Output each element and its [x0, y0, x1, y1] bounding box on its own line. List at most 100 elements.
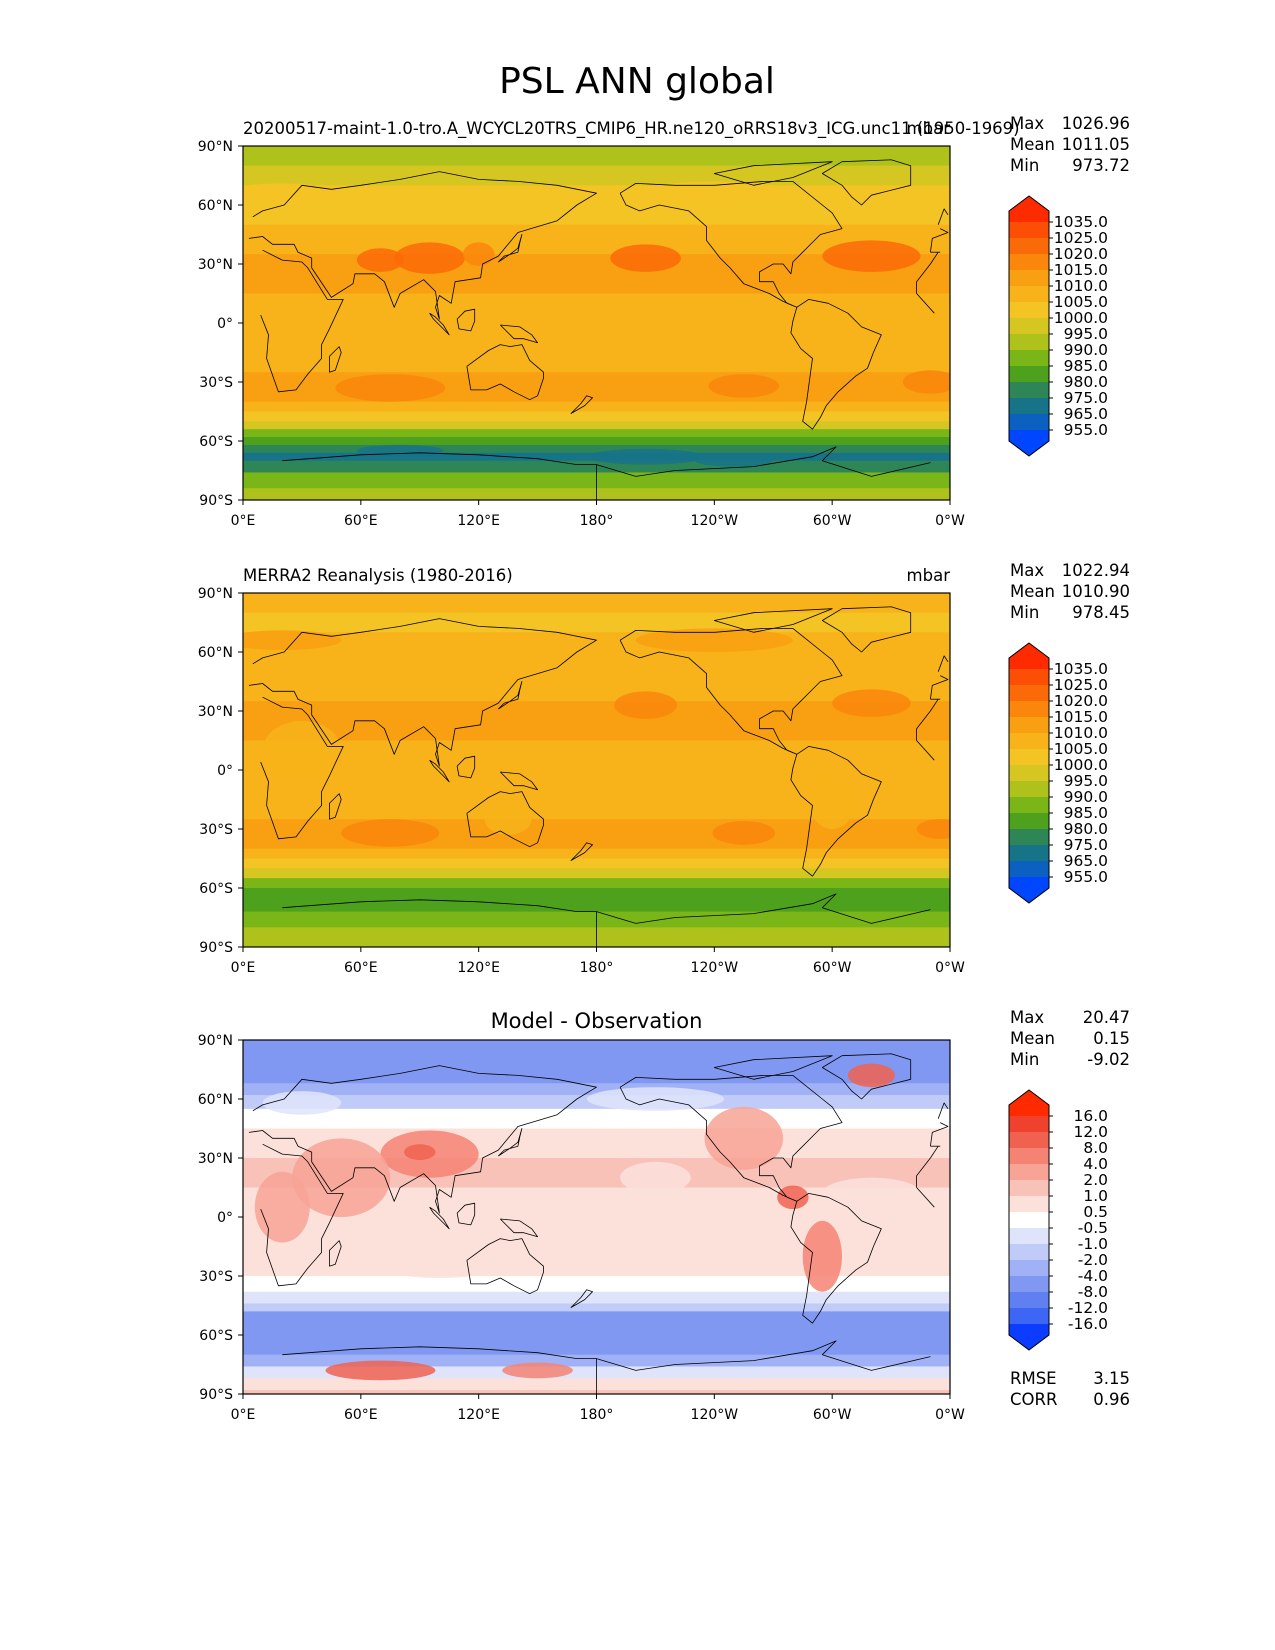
field-feature: [635, 628, 793, 652]
colorbar-label: -16.0: [1068, 1315, 1108, 1333]
coastline: [466, 1238, 544, 1295]
field-feature: [254, 1171, 310, 1243]
colorbar-segment: [1009, 270, 1049, 287]
colorbar-segment: [1009, 1244, 1049, 1261]
field-feature: [902, 370, 950, 394]
coastline: [498, 234, 523, 263]
colorbar-label: 955.0: [1064, 868, 1108, 886]
stat-label: Max: [1010, 1008, 1044, 1027]
colorbar-label: 1025.0: [1054, 229, 1108, 247]
field-feature: [484, 803, 532, 835]
colorbar-segment: [1009, 829, 1049, 846]
coastline: [790, 746, 882, 877]
field-feature: [708, 374, 780, 398]
coastline: [429, 759, 450, 783]
field-feature: [243, 183, 342, 204]
field-band: [243, 1226, 950, 1248]
field-feature: [802, 1220, 842, 1292]
coastline: [937, 1102, 949, 1119]
stat-value: 0.15: [1093, 1029, 1130, 1048]
field-feature: [620, 1161, 691, 1194]
coastline: [821, 1053, 912, 1100]
colorbar-label: 990.0: [1064, 341, 1108, 359]
panel-title-right: mbar: [907, 566, 951, 585]
colorbar-label: 965.0: [1064, 852, 1108, 870]
coastline: [790, 1193, 882, 1324]
coastline: [930, 1122, 949, 1147]
x-tick-label: 60°E: [344, 1407, 378, 1423]
colorbar-segment: [1009, 350, 1049, 367]
field-band: [243, 1303, 950, 1312]
coastline: [713, 608, 833, 633]
colorbar-segment: [1009, 1116, 1049, 1133]
coastline: [713, 161, 833, 186]
coastline: [619, 181, 843, 308]
colorbar-segment: [1009, 845, 1049, 862]
coastline: [282, 452, 597, 500]
x-tick-label: 0°E: [231, 960, 256, 976]
colorbar-label: -4.0: [1078, 1267, 1108, 1285]
y-tick-label: 30°S: [199, 375, 233, 391]
field-band: [243, 899, 950, 913]
stat-value: 1026.96: [1062, 114, 1130, 133]
colorbar-label: -0.5: [1078, 1219, 1108, 1237]
field-band: [243, 165, 950, 186]
stat-label: Min: [1010, 156, 1039, 175]
field-band: [243, 429, 950, 438]
field-feature: [847, 1063, 896, 1088]
x-tick-label: 0°E: [231, 1407, 256, 1423]
y-tick-label: 30°N: [198, 1151, 233, 1167]
panel-title-left: 20200517-maint-1.0-tro.A_WCYCL20TRS_CMIP…: [243, 119, 1020, 139]
field-band: [243, 1040, 950, 1071]
x-tick-label: 60°E: [344, 960, 378, 976]
y-tick-label: 60°N: [198, 198, 233, 214]
stat-label: Max: [1010, 561, 1044, 580]
colorbar-outline: [1008, 195, 1050, 457]
field-band: [243, 593, 950, 614]
field-feature: [704, 1106, 784, 1170]
colorbar-label: 990.0: [1064, 788, 1108, 806]
coastline: [821, 606, 912, 653]
coastline: [916, 1187, 935, 1208]
field-band: [243, 1069, 950, 1084]
colorbar-segment: [1009, 643, 1049, 669]
colorbar-label: 1000.0: [1054, 756, 1108, 774]
x-tick-label: 0°W: [935, 513, 965, 529]
coastline: [570, 842, 593, 861]
colorbar-segment: [1009, 813, 1049, 830]
field-feature: [462, 242, 495, 266]
stat-label: Min: [1010, 1050, 1039, 1069]
map-panel-test: 0°E 60°E 120°E 180° 120°W 60°W 0°W 90°N 60°N 30°N…: [198, 114, 1130, 529]
colorbar-label: 975.0: [1064, 836, 1108, 854]
colorbar-segment: [1009, 1260, 1049, 1277]
coastlines: [248, 1053, 949, 1394]
field-band: [243, 888, 950, 901]
colorbar-segment: [1009, 1212, 1049, 1229]
coastline: [329, 346, 342, 373]
colorbar-label: 1010.0: [1054, 277, 1108, 295]
x-tick-label: 180°: [580, 513, 614, 529]
field-band: [243, 1246, 950, 1277]
field-band: [243, 799, 950, 820]
coastline: [329, 793, 342, 820]
field-band: [243, 612, 950, 633]
colorbar-label: 1035.0: [1054, 213, 1108, 231]
stat-value: 978.45: [1072, 603, 1130, 622]
field-band: [243, 421, 950, 430]
coastline: [498, 681, 523, 710]
colorbar-label: 1005.0: [1054, 293, 1108, 311]
field-band: [243, 411, 950, 422]
field-band: [243, 858, 950, 869]
coastline: [790, 299, 882, 430]
colorbar-label: 985.0: [1064, 804, 1108, 822]
field-feature: [610, 244, 681, 272]
field-band: [243, 437, 950, 446]
field-band: [243, 868, 950, 879]
y-tick-label: 30°S: [199, 822, 233, 838]
coastline: [282, 1346, 597, 1394]
colorbar-segment: [1009, 318, 1049, 335]
field-feature: [262, 1091, 342, 1115]
colorbar-segment: [1009, 196, 1049, 222]
panel-title-left: MERRA2 Reanalysis (1980-2016): [243, 566, 513, 585]
coastline: [500, 1218, 538, 1238]
